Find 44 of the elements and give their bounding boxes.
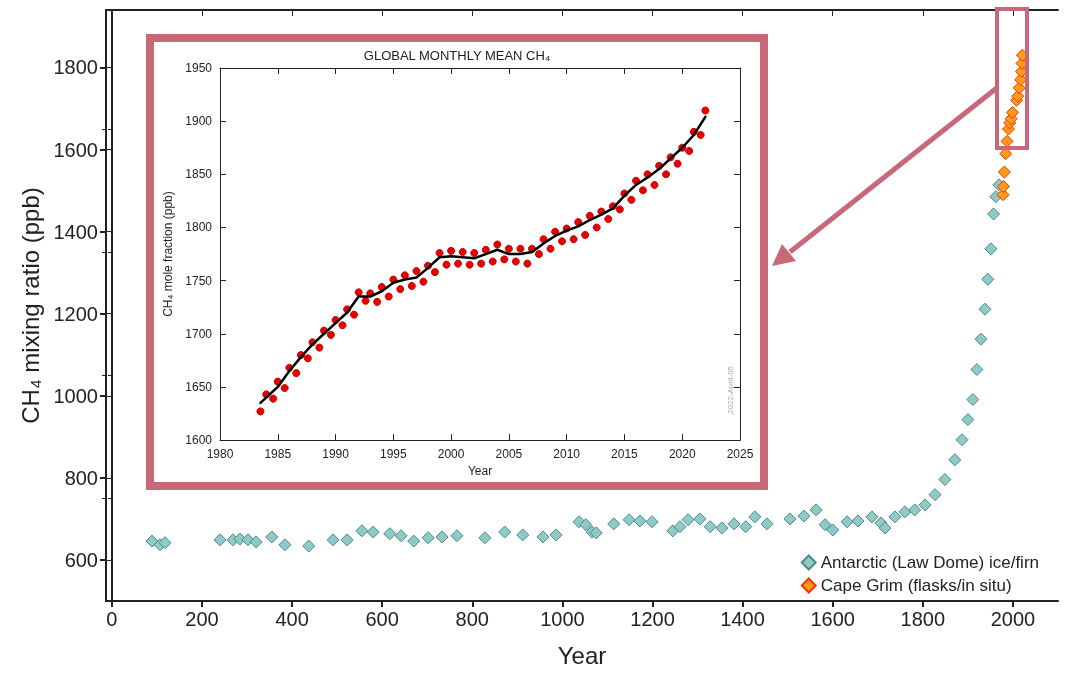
y-tick-label: 1000 [53,384,98,407]
y-axis-title: CH₄ mole fraction (ppb) [161,191,175,317]
x-tick-label: 2010 [553,447,581,462]
y-tick-label: 1600 [185,433,213,448]
x-tick-label: 1000 [540,608,585,630]
x-tick-label: 0 [106,608,118,630]
x-tick-label: 2015 [611,447,639,462]
x-tick-label: 2020 [668,447,696,462]
y-tick-label: 1750 [185,273,213,288]
y-tick-label: 1650 [185,379,213,394]
x-tick-label: 600 [365,608,399,630]
x-tick-label: 400 [275,608,309,630]
x-tick-label: 2000 [990,608,1036,630]
legend-label: Antarctic (Law Dome) ice/firn [820,553,1040,572]
x-tick-label: 1985 [264,447,292,462]
y-tick-label: 1600 [53,138,98,161]
y-tick-label: 800 [64,466,98,489]
x-tick-label: 2005 [495,447,523,462]
x-tick-label: 800 [455,608,489,630]
y-tick-label: 1850 [185,167,213,182]
x-tick-label: 1200 [630,608,675,630]
x-tick-label: 2000 [437,447,465,462]
y-tick-label: 1400 [53,220,98,243]
x-tick-label: 1980 [206,447,234,462]
x-axis-title: Year [557,641,607,669]
x-tick-label: 1600 [810,608,855,630]
chart-title: GLOBAL MONTHLY MEAN CH₄ [363,48,551,63]
y-tick-label: 1900 [185,114,213,129]
y-tick-label: 1200 [53,302,98,325]
x-tick-label: 1990 [322,447,350,462]
y-tick-label: 1800 [53,56,98,79]
legend-label: Cape Grim (flasks/in situ) [820,576,1012,595]
x-tick-label: 200 [185,608,219,630]
x-tick-label: 1995 [379,447,407,462]
x-tick-label: 1400 [720,608,765,630]
annotation: 2022-April-05 [725,365,735,414]
y-tick-label: 1700 [185,326,213,341]
y-tick-label: 1950 [185,61,213,75]
y-axis-title: CH₄ mixing ratio (ppb) [17,187,45,424]
x-axis-title: Year [467,464,493,478]
y-tick-label: 600 [64,548,98,571]
x-tick-label: 1800 [900,608,946,630]
x-tick-label: 2025 [726,447,754,462]
y-tick-label: 1800 [185,220,213,235]
